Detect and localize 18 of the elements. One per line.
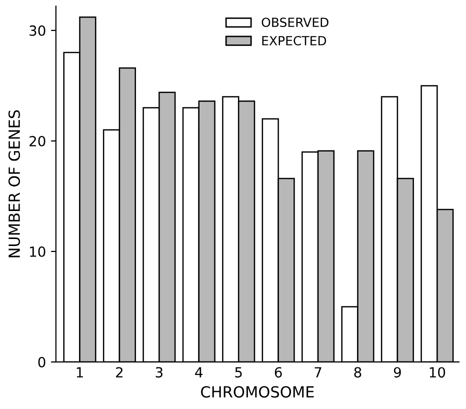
x-axis-title: CHROMOSOME <box>201 386 314 398</box>
x-tick-label: 5 <box>235 367 242 378</box>
y-tick-label: 30 <box>30 25 46 36</box>
y-tick-label: 0 <box>38 356 46 368</box>
x-tick-label: 9 <box>394 367 401 378</box>
x-tick-label: 1 <box>76 367 83 378</box>
y-tick-label: 10 <box>30 246 46 257</box>
legend-label: OBSERVED <box>262 18 328 28</box>
x-tick-label: 8 <box>354 367 362 378</box>
y-axis-title: NUMBER OF GENES <box>8 110 20 258</box>
x-tick-label: 6 <box>274 367 282 378</box>
x-tick-label: 4 <box>195 367 203 378</box>
x-tick-label: 3 <box>156 367 162 378</box>
x-tick-label: 7 <box>314 367 322 378</box>
legend-label: EXPECTED <box>262 36 326 46</box>
x-tick-label: 10 <box>430 367 446 378</box>
x-tick-label: 2 <box>116 367 122 378</box>
y-tick-label: 20 <box>30 136 46 146</box>
